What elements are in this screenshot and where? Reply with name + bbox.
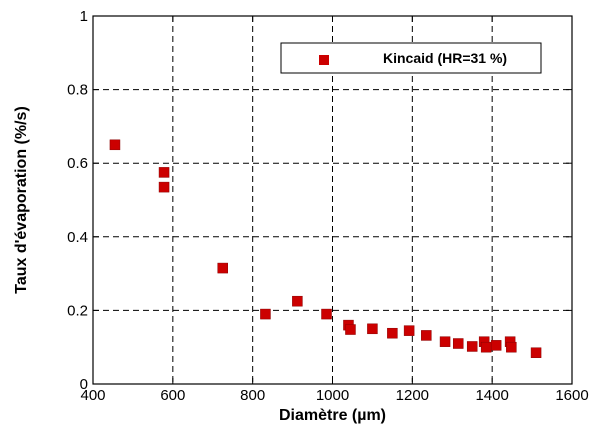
data-point	[367, 323, 378, 335]
data-point	[506, 341, 517, 353]
x-tick-label: 1000	[316, 387, 349, 404]
legend: Kincaid (HR=31 %)	[280, 42, 542, 74]
data-point	[260, 308, 271, 320]
x-tick-label: 1400	[475, 387, 508, 404]
x-tick-label: 600	[160, 387, 185, 404]
y-tick-label: 0.6	[67, 155, 88, 172]
data-point	[158, 181, 170, 193]
x-tick-label: 800	[240, 387, 265, 404]
data-point	[345, 324, 356, 335]
x-axis-title: Diamètre (µm)	[279, 407, 386, 424]
x-tick-label: 1200	[396, 387, 429, 404]
y-tick-labels: 0 0.2 0.4 0.6 0.8 1	[67, 8, 88, 393]
y-axis-title: Taux d'évaporation (%/s)	[13, 106, 30, 294]
y-tick-label: 1	[80, 8, 88, 25]
data-point	[530, 347, 542, 358]
data-point	[387, 327, 398, 339]
data-point	[466, 341, 478, 352]
grid	[93, 16, 572, 384]
x-tick-label: 1600	[555, 387, 588, 404]
x-tick-label: 400	[80, 387, 105, 404]
y-tick-label: 0	[80, 376, 88, 393]
legend-label: Kincaid (HR=31 %)	[383, 50, 507, 66]
data-point	[439, 336, 451, 347]
y-tick-label: 0.2	[67, 302, 88, 319]
data-points	[109, 139, 542, 358]
data-point	[421, 330, 432, 341]
data-point	[490, 340, 502, 351]
x-tick-labels: 400 600 800 1000 1200 1400 1600	[80, 387, 588, 404]
y-tick-label: 0.4	[67, 229, 88, 246]
data-point	[321, 308, 332, 320]
data-point	[480, 341, 492, 353]
data-point	[109, 139, 121, 151]
data-point	[452, 338, 464, 349]
legend-marker	[319, 55, 329, 65]
data-point	[217, 262, 228, 274]
y-tick-label: 0.8	[67, 82, 88, 99]
data-point	[292, 295, 303, 307]
data-point	[403, 325, 415, 336]
axis-ticks	[92, 15, 573, 385]
data-point	[158, 167, 170, 178]
